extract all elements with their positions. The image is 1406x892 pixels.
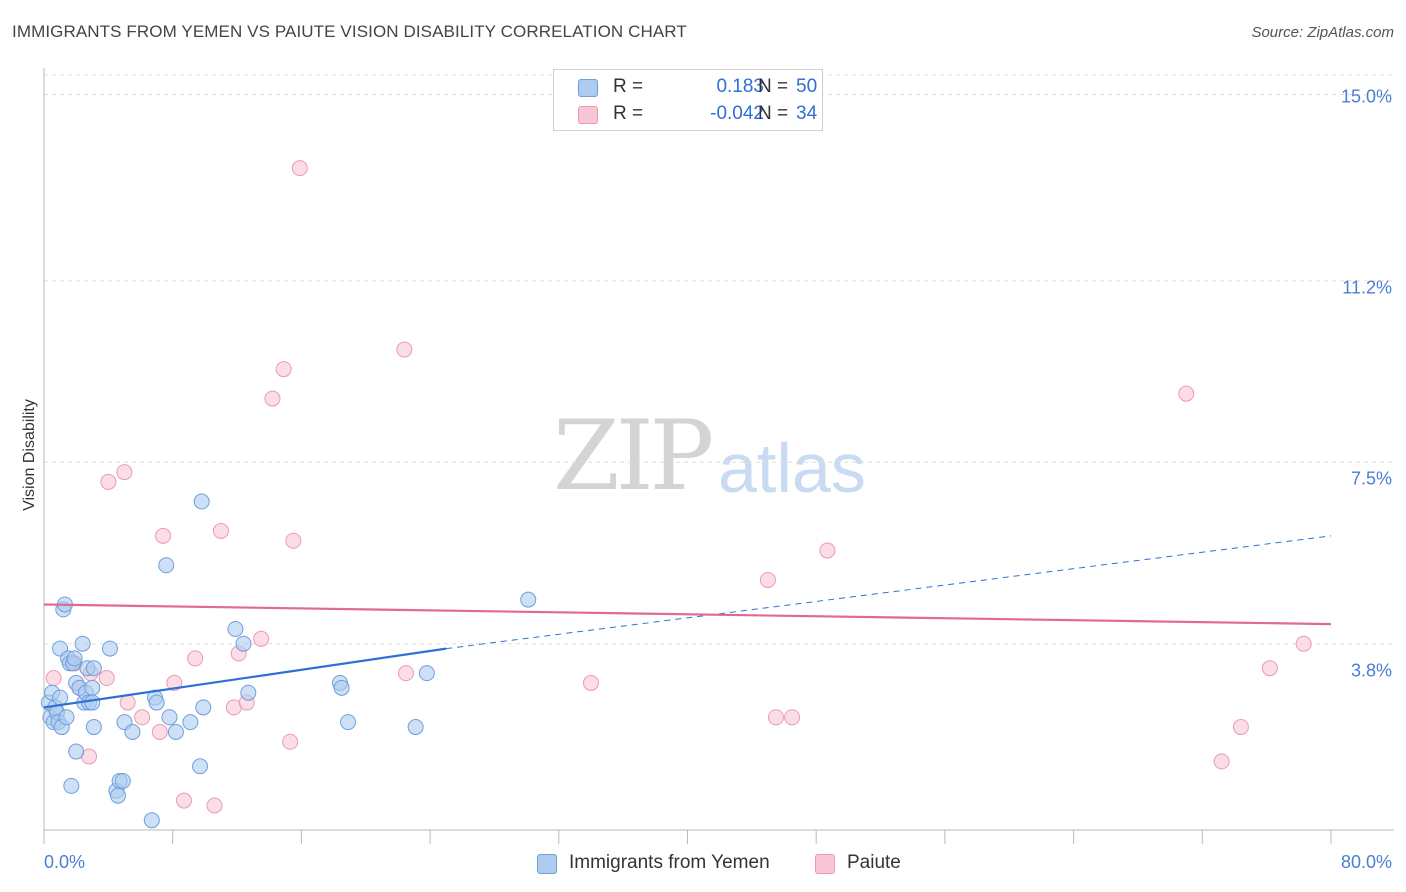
point-yemen <box>68 743 85 760</box>
point-paiute <box>1295 635 1312 652</box>
legend-label-paiute: Paiute <box>847 852 901 873</box>
point-paiute <box>253 630 270 647</box>
point-paiute <box>212 522 229 539</box>
trendline-dashed-yemen <box>446 535 1332 650</box>
legend-swatch-paiute <box>815 854 835 874</box>
point-yemen <box>193 493 210 510</box>
point-yemen <box>240 684 257 701</box>
point-paiute <box>187 650 204 667</box>
point-paiute <box>155 527 172 544</box>
x-tick-min: 0.0% <box>44 852 86 872</box>
point-yemen <box>192 758 209 775</box>
point-yemen <box>158 557 175 574</box>
point-paiute <box>119 694 136 711</box>
legend-swatch-yemen <box>537 854 557 874</box>
y-tick-label: 7.5% <box>1350 468 1392 489</box>
point-yemen <box>333 679 350 696</box>
point-paiute <box>1261 660 1278 677</box>
stats-legend: R = 0.183 N = 50 R = -0.042 N = 34 <box>553 69 823 131</box>
r-label: R = <box>613 103 644 124</box>
trend-lines <box>43 535 1332 709</box>
y-tick-label: 15.0% <box>1340 86 1392 107</box>
point-yemen <box>52 689 69 706</box>
point-yemen <box>110 787 127 804</box>
point-paiute <box>264 390 281 407</box>
point-paiute <box>282 733 299 750</box>
legend-label-yemen: Immigrants from Yemen <box>569 852 770 873</box>
watermark-atlas: atlas <box>718 429 866 507</box>
point-paiute <box>134 709 151 726</box>
point-paiute <box>275 361 292 378</box>
point-paiute <box>100 473 117 490</box>
point-paiute <box>45 670 62 687</box>
axes <box>43 68 1394 844</box>
point-paiute <box>1178 385 1195 402</box>
point-paiute <box>582 674 599 691</box>
data-points <box>40 160 1312 829</box>
point-yemen <box>340 714 357 731</box>
r-label: R = <box>613 76 644 97</box>
point-paiute <box>175 792 192 809</box>
point-yemen <box>148 694 165 711</box>
point-paiute <box>397 665 414 682</box>
point-paiute <box>759 571 776 588</box>
swatch-paiute <box>578 106 598 124</box>
point-yemen <box>167 723 184 740</box>
grid-lines <box>44 74 1394 645</box>
point-yemen <box>418 665 435 682</box>
point-paiute <box>116 464 133 481</box>
point-paiute <box>784 709 801 726</box>
n-label: N = <box>758 103 789 124</box>
point-paiute <box>1213 753 1230 770</box>
trendline-yemen <box>43 647 447 709</box>
swatch-yemen <box>578 79 598 97</box>
n-value: 50 <box>796 76 818 97</box>
x-tick-max: 80.0% <box>1340 852 1392 872</box>
point-paiute <box>206 797 223 814</box>
point-paiute <box>166 674 183 691</box>
point-yemen <box>84 679 101 696</box>
point-yemen <box>114 772 131 789</box>
watermark-zip: ZIP <box>553 400 714 512</box>
source-label: Source: ZipAtlas.com <box>1251 24 1394 41</box>
r-value: 0.183 <box>716 76 764 97</box>
point-paiute <box>1232 719 1249 736</box>
point-yemen <box>235 635 252 652</box>
point-yemen <box>124 723 141 740</box>
point-paiute <box>819 542 836 559</box>
point-yemen <box>85 660 102 677</box>
point-paiute <box>396 341 413 358</box>
n-label: N = <box>758 76 789 97</box>
point-paiute <box>285 532 302 549</box>
point-yemen <box>143 812 160 829</box>
point-yemen <box>66 650 83 667</box>
point-yemen <box>63 777 80 794</box>
point-paiute <box>98 670 115 687</box>
point-paiute <box>767 709 784 726</box>
n-value: 34 <box>796 103 818 124</box>
point-yemen <box>407 719 424 736</box>
point-yemen <box>84 694 101 711</box>
y-axis-label: Vision Disability <box>21 399 38 511</box>
y-tick-label: 11.2% <box>1342 277 1392 298</box>
point-yemen <box>161 709 178 726</box>
r-value: -0.042 <box>710 103 764 124</box>
point-paiute <box>291 160 308 177</box>
y-tick-label: 3.8% <box>1350 660 1392 681</box>
point-yemen <box>227 620 244 637</box>
point-yemen <box>74 635 91 652</box>
point-yemen <box>101 640 118 657</box>
point-yemen <box>195 699 212 716</box>
point-paiute <box>151 723 168 740</box>
point-yemen <box>182 714 199 731</box>
trendline-paiute <box>43 603 1332 626</box>
chart-title: IMMIGRANTS FROM YEMEN VS PAIUTE VISION D… <box>12 22 687 41</box>
point-yemen <box>58 709 75 726</box>
point-yemen <box>85 719 102 736</box>
point-yemen <box>520 591 537 608</box>
